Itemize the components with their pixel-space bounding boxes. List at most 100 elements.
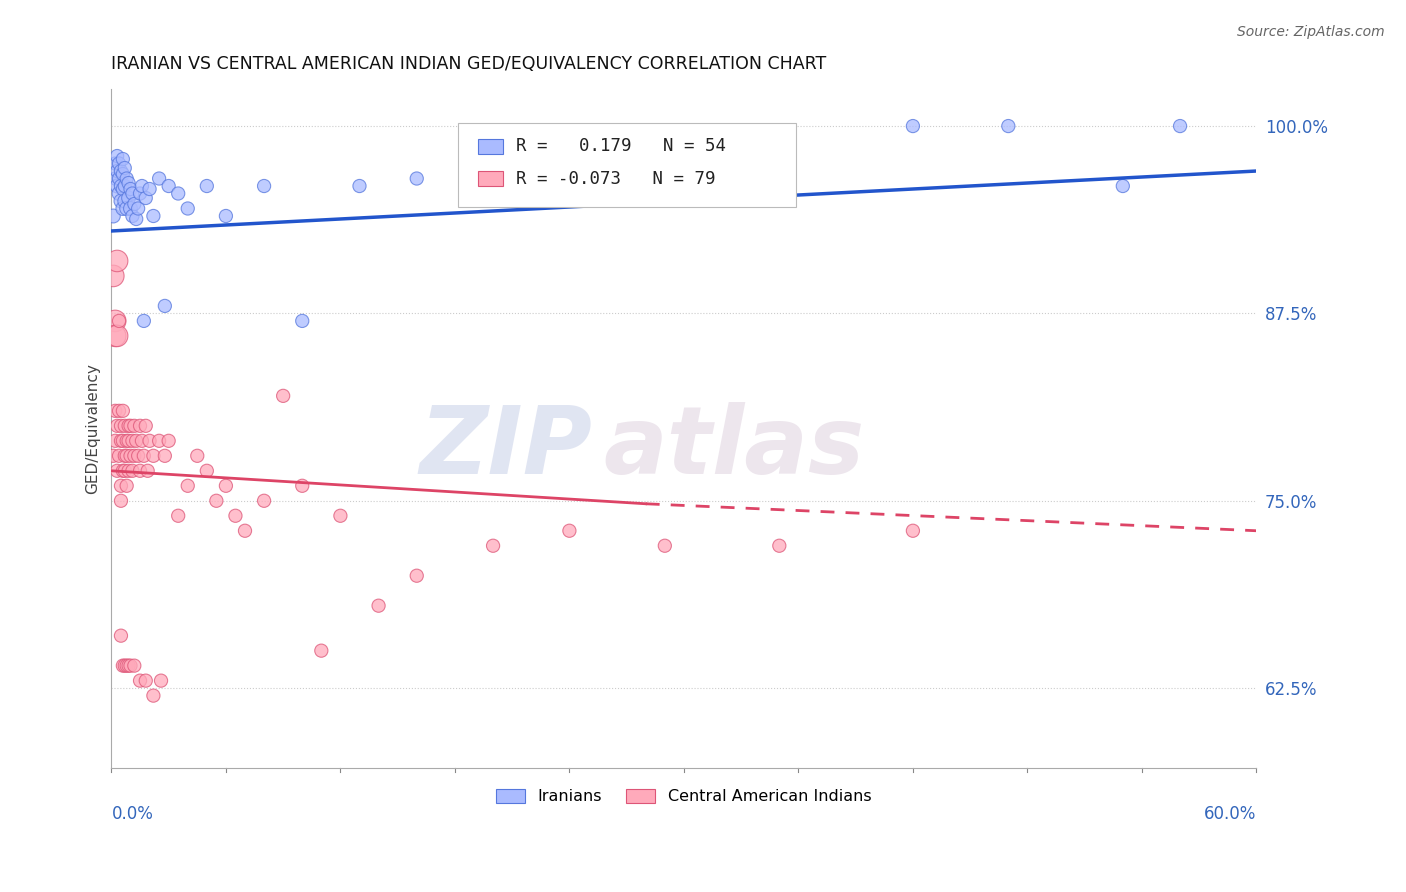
Point — [115, 171, 138, 186]
Point — [115, 658, 138, 673]
Point — [121, 464, 143, 478]
Point — [195, 179, 218, 194]
Point — [105, 164, 128, 178]
Point — [110, 493, 132, 508]
Point — [224, 508, 246, 523]
Point — [120, 418, 142, 433]
Text: Source: ZipAtlas.com: Source: ZipAtlas.com — [1237, 25, 1385, 39]
Point — [108, 449, 131, 463]
Point — [901, 119, 924, 133]
FancyBboxPatch shape — [478, 171, 503, 186]
Point — [271, 389, 294, 403]
Point — [291, 479, 314, 493]
Point — [114, 464, 136, 478]
Point — [136, 464, 159, 478]
Point — [110, 164, 132, 178]
Point — [124, 449, 146, 463]
Point — [110, 418, 132, 433]
Point — [114, 161, 136, 175]
Point — [104, 404, 127, 418]
Point — [111, 404, 134, 418]
Point — [195, 464, 218, 478]
Point — [111, 152, 134, 166]
Point — [108, 186, 131, 201]
Point — [104, 171, 127, 186]
Point — [131, 434, 153, 448]
Point — [127, 449, 149, 463]
Point — [124, 418, 146, 433]
Point — [129, 418, 152, 433]
Point — [205, 493, 228, 508]
Point — [127, 202, 149, 216]
Point — [114, 194, 136, 208]
Point — [111, 202, 134, 216]
Point — [329, 508, 352, 523]
Point — [157, 179, 180, 194]
Point — [124, 658, 146, 673]
Point — [131, 179, 153, 194]
Point — [110, 194, 132, 208]
Point — [616, 179, 638, 194]
Point — [117, 658, 139, 673]
Text: atlas: atlas — [603, 402, 865, 494]
Text: 60.0%: 60.0% — [1204, 805, 1257, 823]
Point — [135, 673, 157, 688]
Point — [114, 658, 136, 673]
Point — [129, 464, 152, 478]
Point — [103, 449, 125, 463]
Point — [105, 464, 128, 478]
Text: R =   0.179   N = 54: R = 0.179 N = 54 — [516, 137, 725, 155]
Point — [167, 186, 190, 201]
Point — [150, 673, 173, 688]
Point — [108, 156, 131, 170]
Point — [215, 209, 238, 223]
Point — [121, 186, 143, 201]
Point — [654, 539, 676, 553]
Y-axis label: GED/Equivalency: GED/Equivalency — [86, 363, 100, 493]
Point — [110, 179, 132, 194]
Text: ZIP: ZIP — [419, 402, 592, 494]
Point — [111, 464, 134, 478]
Point — [405, 568, 427, 582]
Point — [104, 156, 127, 170]
Text: IRANIAN VS CENTRAL AMERICAN INDIAN GED/EQUIVALENCY CORRELATION CHART: IRANIAN VS CENTRAL AMERICAN INDIAN GED/E… — [111, 55, 827, 73]
Point — [148, 434, 170, 448]
Point — [104, 314, 127, 328]
FancyBboxPatch shape — [478, 139, 503, 153]
Text: 0.0%: 0.0% — [111, 805, 153, 823]
Point — [177, 479, 200, 493]
Point — [120, 449, 142, 463]
Point — [108, 404, 131, 418]
Point — [108, 171, 131, 186]
Point — [138, 434, 160, 448]
Point — [558, 524, 581, 538]
Legend: Iranians, Central American Indians: Iranians, Central American Indians — [489, 782, 877, 811]
Point — [115, 434, 138, 448]
Point — [103, 268, 125, 283]
Point — [111, 182, 134, 196]
Point — [117, 464, 139, 478]
Point — [121, 209, 143, 223]
Point — [110, 629, 132, 643]
Point — [103, 209, 125, 223]
Point — [132, 314, 155, 328]
Point — [108, 314, 131, 328]
Point — [482, 539, 505, 553]
Point — [1112, 179, 1135, 194]
Point — [111, 434, 134, 448]
Point — [367, 599, 389, 613]
Point — [115, 202, 138, 216]
Point — [167, 508, 190, 523]
Point — [142, 689, 165, 703]
Text: R = -0.073   N = 79: R = -0.073 N = 79 — [516, 169, 716, 188]
Point — [768, 179, 790, 194]
Point — [135, 418, 157, 433]
Point — [125, 434, 148, 448]
Point — [1168, 119, 1191, 133]
Point — [117, 191, 139, 205]
Point — [125, 212, 148, 227]
Point — [142, 449, 165, 463]
Point — [177, 202, 200, 216]
Point — [129, 186, 152, 201]
Point — [124, 197, 146, 211]
